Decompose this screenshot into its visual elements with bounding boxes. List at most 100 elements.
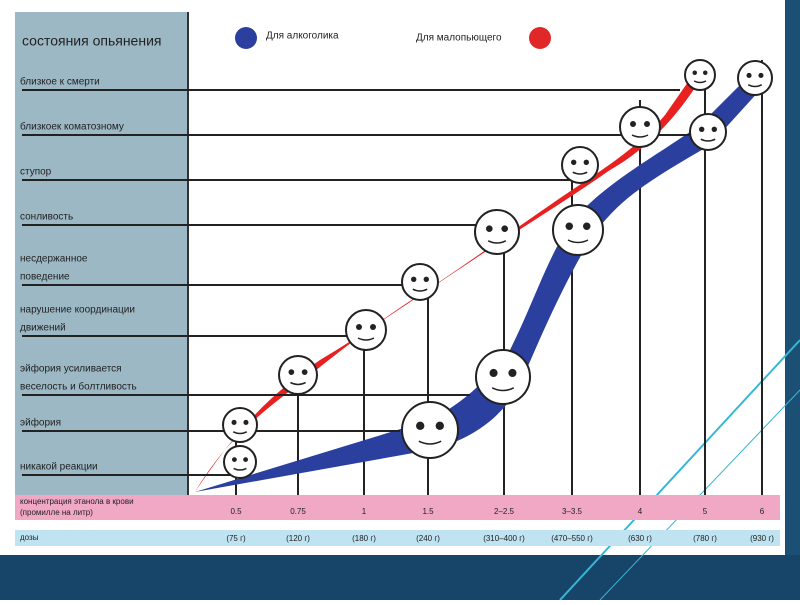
state-label: близкоек коматозному — [20, 121, 124, 133]
state-label: несдержанное — [20, 254, 88, 265]
concentration-value: 3–3.5 — [562, 507, 583, 516]
face — [474, 209, 520, 255]
state-label: ступор — [20, 167, 52, 178]
face-eye — [501, 225, 509, 232]
legend-dot — [235, 27, 257, 49]
label-column — [15, 12, 188, 495]
face-eye — [746, 72, 752, 78]
face-eye — [583, 222, 591, 230]
face-eye — [489, 368, 498, 378]
alcoholic-band — [195, 75, 760, 492]
face-eye — [301, 369, 308, 375]
state-label: эйфория — [20, 417, 61, 429]
face-eye — [692, 70, 697, 75]
concentration-label: (промилле на литр) — [20, 508, 93, 517]
face — [619, 106, 661, 148]
concentration-value: 0.75 — [290, 507, 306, 516]
face — [475, 349, 531, 405]
concentration-label: концентрация этанола в крови — [20, 497, 134, 506]
dose-value: (75 г) — [226, 534, 246, 543]
state-label: никакой реакции — [20, 462, 98, 473]
face-mouth — [747, 84, 763, 88]
face-mouth — [412, 288, 428, 292]
face-eye — [243, 457, 249, 462]
dose-value: (630 г) — [628, 534, 652, 543]
face-eye — [508, 368, 517, 378]
state-label: поведение — [20, 272, 70, 283]
face — [223, 445, 257, 479]
face-eye — [699, 126, 705, 132]
face-eye — [758, 72, 764, 78]
face — [552, 204, 604, 256]
face-mouth — [233, 467, 247, 471]
face-mouth — [491, 387, 515, 392]
doses-label: дозы — [20, 533, 39, 542]
face — [222, 407, 258, 443]
face-eye — [356, 324, 362, 330]
face — [401, 263, 439, 301]
face-mouth — [418, 440, 442, 445]
doses-band — [15, 530, 780, 546]
side-strip — [785, 0, 800, 600]
dose-value: (310–400 г) — [483, 534, 525, 543]
state-label: эйфория усиливается — [20, 363, 122, 375]
dose-value: (470–550 г) — [551, 534, 593, 543]
face — [684, 59, 716, 91]
face — [737, 60, 773, 96]
face-eye — [243, 419, 249, 426]
decor-line — [559, 339, 800, 601]
face — [278, 355, 318, 395]
concentration-band — [15, 495, 780, 520]
face-mouth — [567, 239, 589, 244]
concentration-value: 1.5 — [422, 507, 434, 516]
face-mouth — [693, 80, 707, 84]
concentration-value: 4 — [638, 507, 643, 516]
face-eye — [565, 222, 573, 230]
face-eye — [486, 225, 493, 232]
face-eye — [416, 421, 425, 430]
face-mouth — [631, 134, 649, 138]
state-label: близкое к смерти — [20, 76, 100, 88]
legend-label: Для малопьющего — [416, 33, 502, 44]
face-mouth — [572, 171, 588, 175]
face-mouth — [357, 337, 375, 341]
dose-value: (180 г) — [352, 534, 376, 543]
face-eye — [231, 419, 237, 426]
state-label: нарушение координации — [20, 305, 135, 316]
face-eye — [423, 276, 429, 282]
dose-value: (120 г) — [286, 534, 310, 543]
face-eye — [411, 276, 417, 282]
bottom-strip — [0, 555, 800, 600]
state-label: веселость и болтливость — [20, 381, 137, 393]
face — [401, 401, 459, 459]
concentration-value: 2–2.5 — [494, 507, 515, 516]
legend-label: Для алкоголика — [266, 31, 339, 42]
header-title: состояния опьянения — [22, 33, 161, 49]
face — [345, 309, 387, 351]
face-eye — [435, 421, 444, 430]
face — [689, 113, 727, 151]
face-eye — [571, 159, 577, 165]
face-eye — [232, 457, 237, 462]
face-eye — [711, 126, 717, 132]
dose-value: (780 г) — [693, 534, 717, 543]
face-eye — [703, 70, 708, 75]
concentration-value: 1 — [362, 507, 367, 516]
legend-dot — [529, 27, 551, 49]
face-eye — [370, 324, 376, 330]
face-eye — [630, 121, 636, 127]
concentration-value: 6 — [760, 507, 765, 516]
state-label: движений — [20, 323, 66, 334]
face-mouth — [290, 381, 306, 386]
dose-value: (930 г) — [750, 534, 774, 543]
state-label: сонливость — [20, 212, 73, 223]
face-mouth — [487, 240, 507, 244]
concentration-value: 0.5 — [230, 507, 242, 516]
face-mouth — [232, 431, 248, 435]
face-eye — [644, 121, 650, 127]
face-eye — [288, 369, 295, 375]
concentration-value: 5 — [703, 507, 708, 516]
face — [561, 146, 599, 184]
face-eye — [583, 159, 589, 165]
